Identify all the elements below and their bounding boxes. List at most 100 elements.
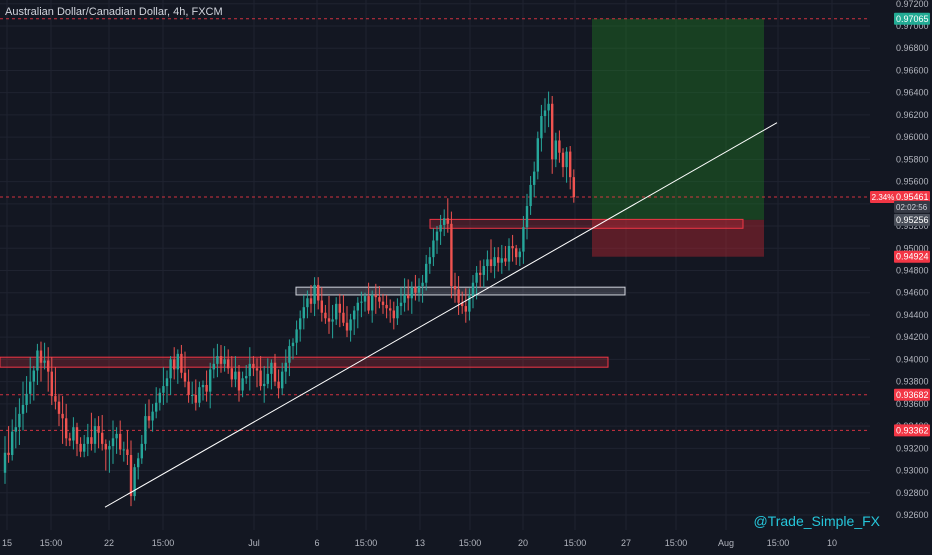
candle-body [115, 433, 118, 439]
candle-body [407, 294, 410, 299]
candle-body [245, 376, 248, 379]
candle-body [381, 301, 385, 305]
y-tick-label: 0.97000 [896, 21, 929, 31]
x-tick-label: 15:00 [152, 538, 175, 548]
price-label-box [894, 424, 930, 437]
candle-body [353, 310, 356, 320]
candle-body [155, 402, 158, 412]
candle-body [137, 458, 140, 468]
candle-body [554, 140, 557, 160]
candle-body [435, 231, 439, 241]
x-tick-label: 15:00 [767, 538, 790, 548]
price-label-box [894, 388, 930, 401]
candle-body [561, 152, 565, 168]
y-tick-label: 0.92600 [896, 510, 929, 520]
candle-body [450, 223, 453, 287]
candle-body [25, 393, 28, 405]
x-tick-label: 15:00 [564, 538, 587, 548]
candle-body [425, 263, 428, 283]
candle-body [29, 381, 32, 394]
y-tick-label: 0.93600 [896, 399, 929, 409]
candle-body [529, 184, 532, 207]
candle-body [569, 151, 572, 178]
candle-body [90, 437, 93, 444]
candle-body [374, 294, 377, 298]
candle-body [50, 371, 53, 397]
candle-body [471, 282, 475, 297]
trendline[interactable] [104, 122, 778, 508]
candle-body [306, 298, 309, 308]
x-tick-label: 6 [314, 538, 319, 548]
candle-body [299, 318, 302, 330]
price-label-box [894, 250, 930, 263]
candle-body [558, 140, 561, 153]
candle-body [525, 206, 529, 228]
percent-badge-box [870, 191, 896, 204]
chart-title: Australian Dollar/Canadian Dollar, 4h, F… [5, 6, 223, 18]
candle-body [212, 363, 215, 370]
y-tick-label: 0.94800 [896, 266, 929, 276]
x-tick-label: 10 [827, 538, 837, 548]
candle-body [295, 329, 298, 343]
candle-body [446, 218, 449, 224]
candle-body [551, 103, 554, 160]
y-tick-label: 0.93000 [896, 466, 929, 476]
y-tick-label: 0.96600 [896, 65, 929, 75]
candle-body [572, 177, 575, 198]
candle-body [65, 418, 68, 439]
y-tick-label: 0.93800 [896, 377, 929, 387]
candle-body [302, 307, 305, 319]
candle-body [443, 218, 446, 225]
price-axis-background [870, 0, 932, 550]
candle-body [32, 370, 35, 382]
candle-body [367, 296, 370, 311]
candle-body [482, 266, 485, 275]
y-tick-label: 0.95800 [896, 154, 929, 164]
candle-body [273, 362, 277, 382]
price-label-box [894, 213, 930, 226]
candle-body [439, 224, 442, 232]
price-label-text: 0.93682 [896, 390, 929, 400]
candle-body [169, 359, 172, 379]
price-label-text: 0.94924 [896, 252, 929, 262]
sr-zone [295, 286, 626, 296]
price-label-text: 0.95256 [896, 215, 929, 225]
candle-body [497, 257, 500, 263]
candle-body [277, 381, 280, 389]
candle-body [479, 272, 482, 275]
y-tick-label: 0.95200 [896, 221, 929, 231]
candle-body [266, 373, 269, 384]
candle-body [410, 287, 413, 299]
candle-body [461, 302, 464, 307]
candle-body [230, 368, 233, 380]
candle-body [61, 413, 64, 419]
x-tick-label: 20 [518, 538, 528, 548]
candle-body [417, 286, 421, 293]
price-label-text: 0.93362 [896, 425, 929, 435]
candle-body [191, 394, 194, 396]
y-tick-label: 0.94000 [896, 354, 929, 364]
candle-body [54, 396, 57, 402]
candle-body [389, 308, 392, 311]
candle-body [198, 387, 201, 403]
candle-body [291, 342, 295, 347]
candle-body [227, 359, 230, 369]
y-tick-label: 0.96400 [896, 88, 929, 98]
candle-body [194, 394, 197, 403]
y-tick-label: 0.95000 [896, 243, 929, 253]
candle-body [144, 416, 147, 444]
candle-body [7, 452, 10, 455]
candle-body [47, 360, 50, 372]
candle-body [11, 431, 14, 455]
candle-body [464, 306, 467, 312]
percent-badge-text: 2.34% [872, 193, 895, 202]
take-profit-zone [592, 18, 764, 220]
candle-body [158, 392, 161, 403]
candle-body [457, 289, 460, 303]
candle-body [518, 251, 521, 258]
candle-body [313, 284, 316, 304]
candle-body [219, 356, 223, 364]
candle-body [504, 258, 507, 262]
